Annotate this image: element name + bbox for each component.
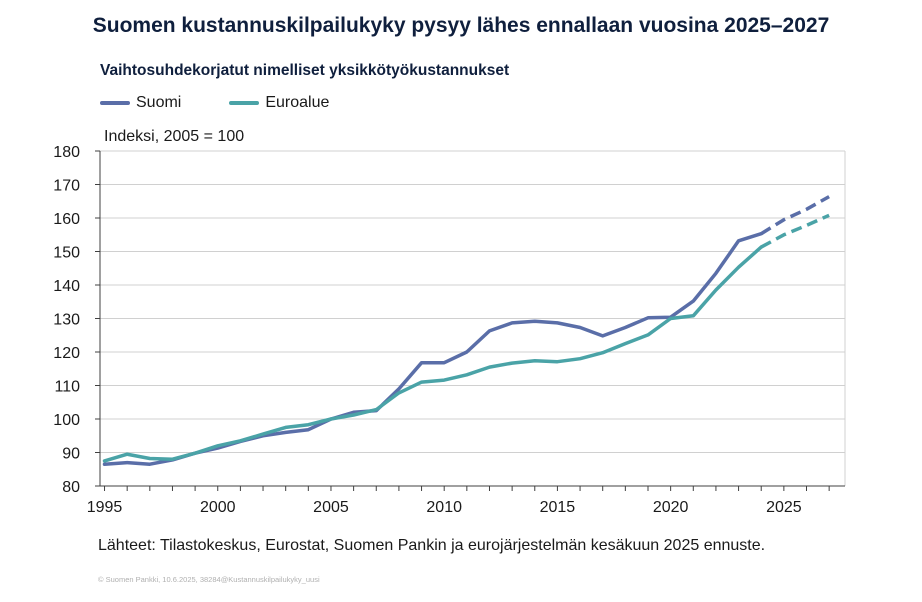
y-unit-label: Indeksi, 2005 = 100	[104, 128, 245, 145]
x-tick-label: 2025	[766, 499, 802, 516]
legend-item-euroalue: Euroalue	[229, 94, 329, 112]
chart-title: Suomen kustannuskilpailukyky pysyy lähes…	[92, 14, 830, 37]
x-tick-label: 2010	[426, 499, 462, 516]
x-tick-label: 2000	[200, 499, 236, 516]
x-tick-label: 2015	[540, 499, 576, 516]
source-note: Lähteet: Tilastokeskus, Eurostat, Suomen…	[98, 537, 766, 554]
y-tick-label: 150	[53, 245, 80, 262]
legend: Suomi Euroalue	[100, 94, 329, 112]
series-forecast-suomi	[760, 195, 830, 236]
y-tick-label: 140	[53, 278, 80, 295]
x-tick-label: 2020	[653, 499, 689, 516]
legend-item-suomi: Suomi	[100, 94, 181, 112]
y-tick-label: 110	[54, 379, 80, 396]
copyright-footnote: © Suomen Pankki, 10.6.2025, 38284@Kustan…	[98, 575, 320, 584]
legend-swatch-suomi	[100, 101, 130, 105]
y-tick-label: 130	[53, 312, 80, 329]
x-tick-label: 1995	[87, 499, 123, 516]
legend-label-suomi: Suomi	[136, 94, 182, 111]
y-tick-label: 160	[53, 211, 80, 228]
y-tick-label: 100	[53, 412, 80, 429]
y-tick-label: 180	[53, 144, 80, 161]
chart-subtitle: Vaihtosuhdekorjatut nimelliset yksikköty…	[100, 62, 510, 79]
y-tick-label: 80	[62, 479, 80, 496]
x-tick-label: 2005	[313, 499, 349, 516]
y-tick-label: 90	[62, 446, 80, 463]
series-line-euroalue	[102, 245, 763, 463]
legend-label-euroalue: Euroalue	[265, 94, 330, 111]
series-line-suomi	[102, 231, 763, 466]
series-forecast-euroalue	[760, 213, 830, 249]
legend-swatch-euroalue	[229, 101, 260, 105]
y-tick-label: 170	[53, 178, 80, 195]
y-tick-label: 120	[53, 345, 80, 362]
